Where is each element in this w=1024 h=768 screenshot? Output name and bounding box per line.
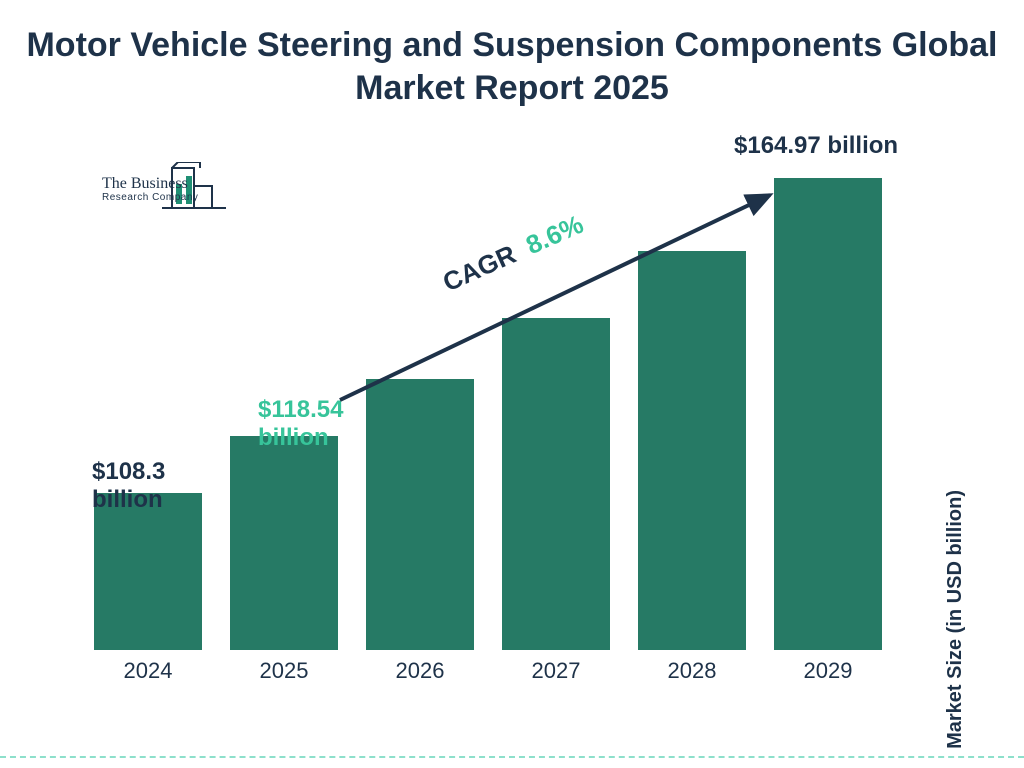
callout-2024-text: $108.3 billion [92,458,165,513]
callout-2029: $164.97 billion [734,132,954,160]
x-label-2029: 2029 [774,658,882,684]
callout-2024: $108.3 billion [92,458,222,513]
y-axis-label: Market Size (in USD billion) [944,490,967,749]
chart-title: Motor Vehicle Steering and Suspension Co… [0,24,1024,109]
callout-2025-text: $118.54 billion [258,396,343,451]
bottom-divider [0,756,1024,758]
x-label-2027: 2027 [502,658,610,684]
bar-2025 [230,436,338,650]
bar-2024 [94,493,202,650]
x-label-2024: 2024 [94,658,202,684]
x-label-2025: 2025 [230,658,338,684]
x-label-2026: 2026 [366,658,474,684]
chart-title-text: Motor Vehicle Steering and Suspension Co… [26,26,997,107]
bar-2029 [774,178,882,650]
bar-2027 [502,318,610,650]
bar-chart: Market Size (in USD billion) 20242025202… [90,150,950,690]
plot-area [90,150,910,650]
callout-2029-text: $164.97 billion [734,132,898,159]
callout-2025: $118.54 billion [258,396,388,451]
x-label-2028: 2028 [638,658,746,684]
bar-2028 [638,251,746,650]
chart-canvas: { "title": { "text": "Motor Vehicle Stee… [0,0,1024,768]
